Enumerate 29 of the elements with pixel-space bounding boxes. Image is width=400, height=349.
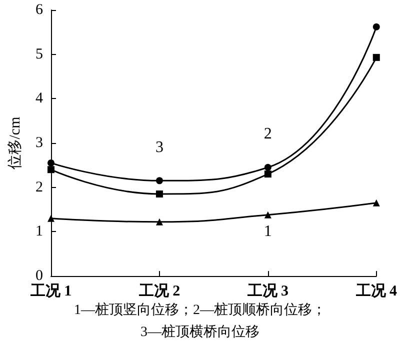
point [156,177,163,184]
point [48,214,54,222]
y-tick-label: 3 [36,135,43,151]
y-tick-label: 6 [36,2,44,18]
point [264,170,272,178]
series-label: 3 [155,138,164,156]
y-tick-label: 1 [36,224,43,240]
point [372,23,380,30]
x-tick-label: 工况 3 [246,282,289,300]
point [156,190,163,198]
y-tick-label: 4 [36,90,44,107]
y-tick-label: 0 [36,268,43,284]
y-tick-label: 5 [36,46,43,62]
series-label: 2 [264,126,272,143]
point [372,54,380,61]
point [372,199,380,206]
x-tick-label: 工况 2 [138,282,180,300]
text: 1—桩顶竖向位移；2—桩顶顺桥向位移； [73,301,327,320]
y-tick-label: 2 [36,179,43,196]
point [156,218,163,226]
point [264,164,272,171]
point [48,159,54,166]
y-axis-title: 位移/cm [6,116,24,170]
x-tick-label: 工况 1 [29,282,72,300]
x-tick-label: 工况 4 [354,282,398,300]
point [48,166,54,174]
text: 3—桩顶横桥向位移 [140,323,260,342]
point [264,211,272,218]
series-label: 1 [264,223,272,240]
